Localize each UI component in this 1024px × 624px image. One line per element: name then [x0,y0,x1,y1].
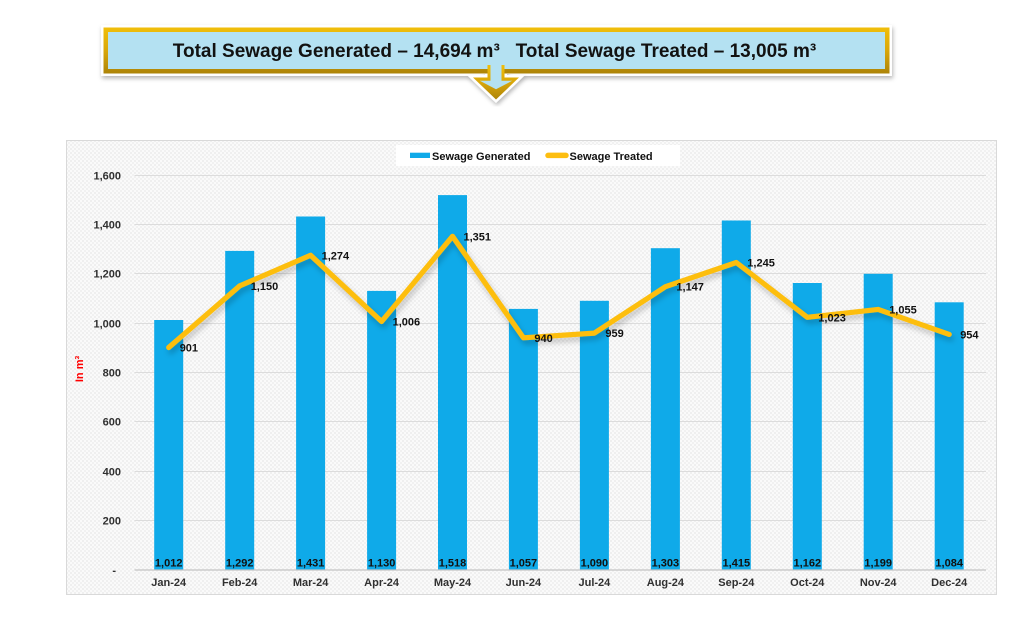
svg-text:959: 959 [605,328,623,340]
svg-text:1,162: 1,162 [794,558,822,570]
svg-text:940: 940 [534,333,552,345]
svg-text:1,150: 1,150 [251,281,279,293]
svg-text:-: - [112,565,116,577]
svg-text:200: 200 [103,516,121,528]
svg-text:1,351: 1,351 [464,231,492,243]
svg-text:400: 400 [103,467,121,479]
svg-text:1,147: 1,147 [676,282,704,294]
svg-text:1,084: 1,084 [935,558,963,570]
svg-text:1,600: 1,600 [93,171,121,183]
svg-text:1,415: 1,415 [723,558,751,570]
svg-text:1,274: 1,274 [322,250,350,262]
svg-text:In m³: In m³ [74,356,86,383]
svg-text:1,431: 1,431 [297,558,325,570]
svg-text:1,199: 1,199 [864,558,892,570]
svg-text:Feb-24: Feb-24 [222,577,258,589]
svg-text:Aug-24: Aug-24 [647,577,685,589]
svg-text:Sewage Treated: Sewage Treated [570,151,653,163]
svg-text:1,303: 1,303 [652,558,680,570]
svg-text:Jan-24: Jan-24 [151,577,187,589]
svg-text:1,023: 1,023 [818,312,846,324]
svg-text:1,006: 1,006 [393,317,421,329]
svg-text:954: 954 [960,329,979,341]
svg-text:Total Sewage Generated – 14,69: Total Sewage Generated – 14,694 m³ Total… [173,41,816,62]
svg-text:Dec-24: Dec-24 [931,577,968,589]
svg-text:1,000: 1,000 [93,319,121,331]
svg-text:1,130: 1,130 [368,558,396,570]
svg-text:1,012: 1,012 [155,558,183,570]
svg-text:May-24: May-24 [434,577,472,589]
svg-text:1,057: 1,057 [510,558,538,570]
svg-text:Apr-24: Apr-24 [364,577,400,589]
svg-text:1,400: 1,400 [93,220,121,232]
svg-text:1,245: 1,245 [747,258,775,270]
svg-text:1,055: 1,055 [889,304,917,316]
svg-text:Sewage Generated: Sewage Generated [432,151,530,163]
svg-text:Sep-24: Sep-24 [718,577,755,589]
svg-text:1,200: 1,200 [93,269,121,281]
svg-text:1,292: 1,292 [226,558,254,570]
svg-text:901: 901 [180,343,198,355]
svg-text:600: 600 [103,417,121,429]
svg-text:1,090: 1,090 [581,558,609,570]
svg-text:1,518: 1,518 [439,558,467,570]
svg-text:Oct-24: Oct-24 [790,577,825,589]
svg-text:Mar-24: Mar-24 [293,577,329,589]
svg-text:Nov-24: Nov-24 [860,577,898,589]
svg-text:Jul-24: Jul-24 [579,577,612,589]
svg-text:800: 800 [103,368,121,380]
svg-text:Jun-24: Jun-24 [506,577,542,589]
